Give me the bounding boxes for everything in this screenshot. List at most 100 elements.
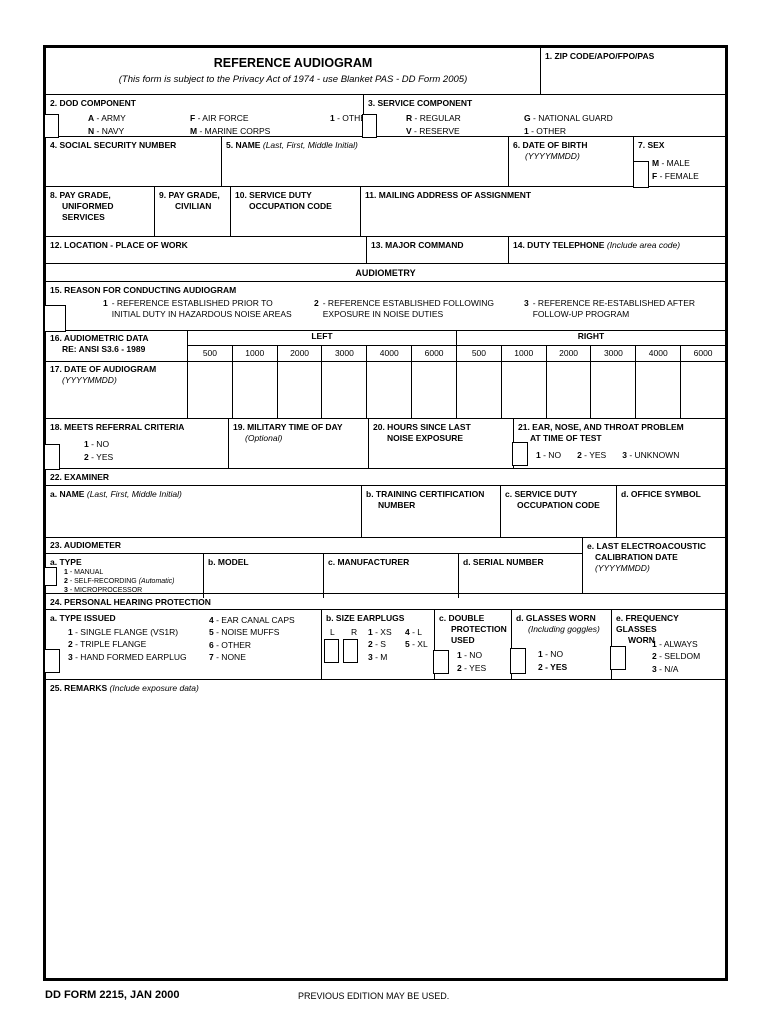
type-issued-col1: 1 - SINGLE FLANGE (VS1R) 2 - TRIPLE FLAN… xyxy=(68,626,187,663)
field-pay-grade-uniformed[interactable]: 8. PAY GRADE, UNIFORMED SERVICES xyxy=(46,187,154,236)
field-pay-grade-civilian[interactable]: 9. PAY GRADE, CIVILIAN xyxy=(154,187,230,236)
earplug-size-left-checkbox[interactable] xyxy=(324,639,339,663)
freq-right-1000: 1000 xyxy=(500,346,546,362)
option-referral-no: 1 - NO xyxy=(84,439,110,450)
earplug-size-right-checkbox[interactable] xyxy=(343,639,358,663)
audiogram-cell-right-4000[interactable] xyxy=(635,362,680,418)
audiogram-cell-right-3000[interactable] xyxy=(590,362,635,418)
audiogram-cell-left-1000[interactable] xyxy=(231,362,277,418)
option-navy: N - NAVY xyxy=(88,126,125,137)
field-reason-for-audiogram: 15. REASON FOR CONDUCTING AUDIOGRAM 1 - … xyxy=(44,282,725,332)
audiometer-type-options: 1 - MANUAL 2 - SELF-RECORDING (Automatic… xyxy=(64,569,199,595)
option-female: F - FEMALE xyxy=(652,170,699,181)
row-referral: 18. MEETS REFERRAL CRITERIA 1 - NO 2 - Y… xyxy=(44,419,725,470)
ssn-label: 4. SOCIAL SECURITY NUMBER xyxy=(50,140,177,150)
field-remarks[interactable]: 25. REMARKS (Include exposure data) xyxy=(46,680,725,978)
option-army: A - ARMY xyxy=(88,113,126,124)
sex-checkbox[interactable] xyxy=(633,161,649,188)
audiogram-cell-right-500[interactable] xyxy=(455,362,501,418)
audiometer-serial-label: d. SERIAL NUMBER xyxy=(463,557,544,568)
audiogram-cell-left-6000[interactable] xyxy=(411,362,456,418)
option-reason-2: 2 - REFERENCE ESTABLISHED FOLLOWING EXPOS… xyxy=(314,298,495,320)
double-protection-checkbox[interactable] xyxy=(433,650,449,674)
referral-criteria-label: 18. MEETS REFERRAL CRITERIA xyxy=(50,422,185,432)
row-pay-grade: 8. PAY GRADE, UNIFORMED SERVICES 9. PAY … xyxy=(46,187,725,237)
dod-component-checkbox[interactable] xyxy=(44,114,59,138)
earplug-size-options: 1 - XS 4 - L 2 - S 5 - XL 3 - M xyxy=(368,626,428,663)
audiogram-cell-left-4000[interactable] xyxy=(366,362,411,418)
remarks-cell[interactable]: 25. REMARKS (Include exposure data) xyxy=(46,680,725,978)
right-ear-column-label: R xyxy=(351,627,358,637)
option-manual: 1 - MANUAL xyxy=(64,569,104,577)
audiometer-label: 23. AUDIOMETER xyxy=(50,540,122,550)
remarks-label: 25. REMARKS (Include exposure data) xyxy=(50,683,199,693)
audiogram-cell-left-2000[interactable] xyxy=(276,362,322,418)
field-name[interactable]: 5. NAME (Last, First, Middle Initial) xyxy=(221,137,508,186)
sex-options: M - MALE F - FEMALE xyxy=(652,157,699,182)
audiometry-section-header: AUDIOMETRY xyxy=(46,264,725,282)
option-glasses-yes: 2 - YES xyxy=(538,661,568,672)
freq-right-500: 500 xyxy=(455,346,501,362)
form-title: REFERENCE AUDIOGRAM xyxy=(213,56,373,70)
audiometer-type-checkbox[interactable] xyxy=(44,567,57,587)
double-protection-label: c. DOUBLE PROTECTION USED xyxy=(439,613,507,646)
earplug-size-checkboxes xyxy=(324,639,358,663)
referral-criteria-checkbox[interactable] xyxy=(44,444,60,470)
service-component-checkbox[interactable] xyxy=(362,114,377,138)
glasses-worn-hint: (Including goggles) xyxy=(528,624,600,635)
audiogram-cell-left-500[interactable] xyxy=(187,362,232,418)
option-size-m: 3 - M xyxy=(368,651,388,662)
field-mailing-address[interactable]: 11. MAILING ADDRESS OF ASSIGNMENT xyxy=(360,187,725,236)
option-other-type: 6 - OTHER xyxy=(209,639,252,650)
audiometer-model-label: b. MODEL xyxy=(208,557,249,568)
reason-checkbox[interactable] xyxy=(44,305,66,332)
field-examiner-name[interactable]: a. NAME (Last, First, Middle Initial) xyxy=(46,486,361,537)
field-major-command[interactable]: 13. MAJOR COMMAND xyxy=(366,237,508,263)
field-calibration-date[interactable]: e. LAST ELECTROACOUSTIC CALIBRATION DATE… xyxy=(582,538,725,593)
field-service-component: 3. SERVICE COMPONENT R - REGULAR G - NAT… xyxy=(362,95,725,138)
audiogram-cell-right-1000[interactable] xyxy=(500,362,546,418)
pay-grade-civilian-label: 9. PAY GRADE, CIVILIAN xyxy=(159,190,220,212)
field-military-time[interactable]: 19. MILITARY TIME OF DAY (Optional) xyxy=(228,419,368,468)
examiner-section-header: 22. EXAMINER xyxy=(46,469,725,486)
glasses-worn-checkbox[interactable] xyxy=(510,648,526,674)
field-hours-since-exposure[interactable]: 20. HOURS SINCE LAST NOISE EXPOSURE xyxy=(368,419,513,468)
audiogram-cell-left-3000[interactable] xyxy=(321,362,366,418)
hearing-protection-type-checkbox[interactable] xyxy=(44,649,60,673)
location-label: 12. LOCATION - PLACE OF WORK xyxy=(50,240,188,250)
audiogram-cell-right-6000[interactable] xyxy=(680,362,725,418)
examiner-name-label: a. NAME (Last, First, Middle Initial) xyxy=(50,489,182,499)
option-reason-1: 1 - REFERENCE ESTABLISHED PRIOR TO INITIA… xyxy=(103,298,292,320)
field-duty-telephone[interactable]: 14. DUTY TELEPHONE (Include area code) xyxy=(508,237,725,263)
field-audiometer-model[interactable]: b. MODEL xyxy=(203,554,323,599)
examiner-header-cell: 22. EXAMINER xyxy=(46,469,725,485)
field-audiometer-serial[interactable]: d. SERIAL NUMBER xyxy=(458,554,582,599)
freq-left-1000: 1000 xyxy=(231,346,277,362)
field-ssn[interactable]: 4. SOCIAL SECURITY NUMBER xyxy=(46,137,221,186)
field-service-duty-code[interactable]: 10. SERVICE DUTY OCCUPATION CODE xyxy=(230,187,360,236)
option-noise-muffs: 5 - NOISE MUFFS xyxy=(209,627,280,638)
date-of-audiogram-label[interactable]: 17. DATE OF AUDIOGRAM (YYYYMMDD) xyxy=(50,364,157,386)
type-issued-col2: 4 - EAR CANAL CAPS 5 - NOISE MUFFS 6 - O… xyxy=(209,614,295,663)
option-air-force: F - AIR FORCE xyxy=(190,113,249,124)
field-training-cert-number[interactable]: b. TRAINING CERTIFICATION NUMBER xyxy=(361,486,500,537)
form-border: REFERENCE AUDIOGRAM (This form is subjec… xyxy=(43,45,728,981)
field-date-of-birth[interactable]: 6. DATE OF BIRTH (YYYYMMDD) xyxy=(508,137,633,186)
frequency-glasses-checkbox[interactable] xyxy=(610,646,626,670)
field-zip-code[interactable]: 1. ZIP CODE/APO/FPO/PAS xyxy=(540,48,725,94)
field-examiner-duty-code[interactable]: c. SERVICE DUTY OCCUPATION CODE xyxy=(500,486,616,537)
freq-left-4000: 4000 xyxy=(366,346,412,362)
freq-right-2000: 2000 xyxy=(545,346,591,362)
freq-right-6000: 6000 xyxy=(680,346,725,362)
field-ent-problem: 21. EAR, NOSE, AND THROAT PROBLEM AT TIM… xyxy=(512,419,725,468)
field-office-symbol[interactable]: d. OFFICE SYMBOL xyxy=(616,486,725,537)
audiometry-title: AUDIOMETRY xyxy=(355,267,416,278)
option-freq-seldom: 2 - SELDOM xyxy=(652,651,701,662)
field-location[interactable]: 12. LOCATION - PLACE OF WORK xyxy=(46,237,366,263)
audiogram-cell-right-2000[interactable] xyxy=(545,362,591,418)
field-audiometer-manufacturer[interactable]: c. MANUFACTURER xyxy=(323,554,458,599)
option-reserve: V - RESERVE xyxy=(406,126,460,137)
left-ear-column-label: L xyxy=(330,627,335,637)
freq-left-3000: 3000 xyxy=(321,346,367,362)
ent-problem-checkbox[interactable] xyxy=(512,442,528,466)
